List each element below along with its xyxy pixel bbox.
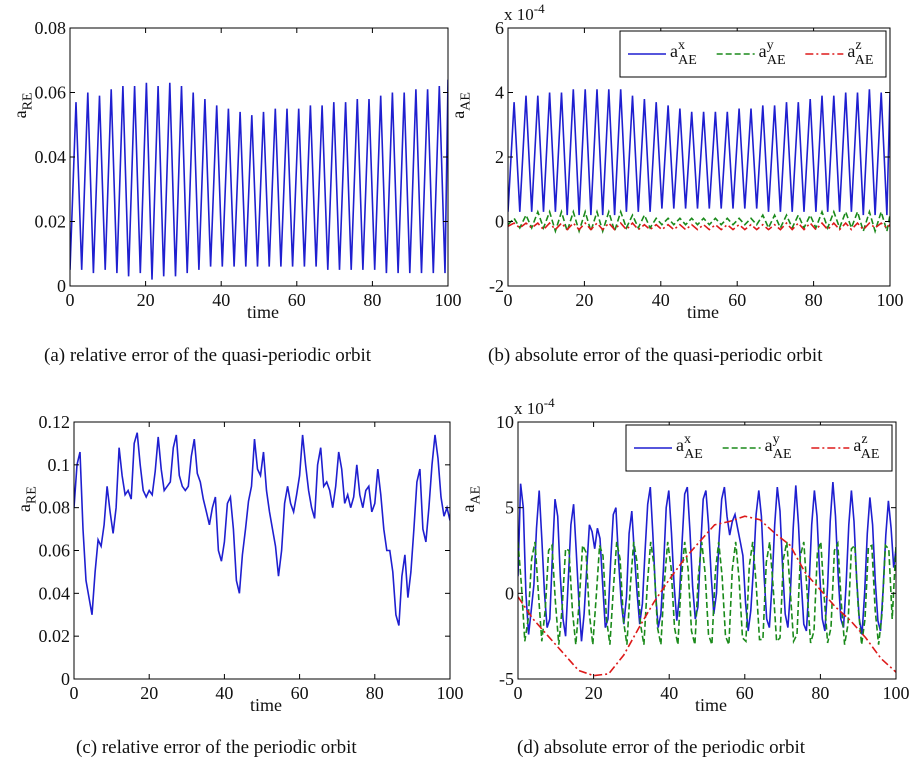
y-tick-label-b: 4: [495, 83, 504, 103]
x-axis-label-c: time: [250, 695, 282, 715]
x-tick-label-b: 100: [877, 290, 904, 310]
y-tick-label-c: 0.1: [48, 455, 71, 475]
x-axis-label-a: time: [247, 302, 279, 322]
y-tick-label-c: 0.08: [39, 498, 71, 518]
y-tick-label-c: 0.06: [39, 541, 71, 561]
x-tick-label-c: 40: [215, 683, 233, 703]
x-tick-label-a: 100: [435, 290, 462, 310]
y-tick-label-c: 0.04: [39, 583, 71, 603]
y-tick-label-d: -5: [499, 669, 514, 689]
y-tick-label-c: 0.02: [39, 626, 71, 646]
series-line-a-1: [70, 79, 448, 280]
x-tick-label-d: 100: [883, 683, 910, 703]
series-line-b-2: [508, 209, 890, 234]
caption-c: (c) relative error of the periodic orbit: [76, 737, 357, 758]
legend-label-d-1: ax AE: [676, 431, 703, 462]
legend-label-b-1: ax AE: [670, 37, 697, 68]
y-axis-label-text-c: aRE: [14, 486, 39, 512]
y-tick-label-b: 6: [495, 18, 504, 38]
caption-d: (d) absolute error of the periodic orbit: [517, 737, 806, 758]
caption-b: (b) absolute error of the quasi-periodic…: [488, 345, 823, 366]
y-axis-label-c: aRE: [14, 486, 39, 512]
legend-label-b-3: az AE: [847, 37, 873, 68]
series-line-c-1: [74, 432, 450, 626]
x-tick-label-b: 0: [504, 290, 513, 310]
x-tick-label-d: 60: [736, 683, 754, 703]
series-line-d-1: [518, 481, 896, 642]
y-tick-label-a: 0: [57, 276, 66, 296]
x-tick-label-b: 60: [728, 290, 746, 310]
exponent-label-b: x 10-4: [504, 1, 545, 24]
y-tick-label-d: 5: [505, 498, 514, 518]
y-axis-label-text-d: aAE: [458, 486, 483, 513]
exponent-label-d: x 10-4: [514, 395, 555, 418]
legend-label-d-2: ay AE: [765, 431, 792, 462]
x-tick-label-a: 0: [66, 290, 75, 310]
y-tick-label-c: 0: [61, 669, 70, 689]
y-tick-label-d: 0: [505, 583, 514, 603]
legend-label-d-3: az AE: [853, 431, 879, 462]
y-axis-label-text-a: aRE: [10, 92, 35, 118]
x-tick-label-a: 40: [212, 290, 230, 310]
y-tick-label-a: 0.02: [35, 212, 67, 232]
x-axis-label-b: time: [687, 302, 719, 322]
series-line-d-2: [518, 540, 896, 645]
y-axis-label-a: aRE: [10, 92, 35, 118]
caption-a: (a) relative error of the quasi-periodic…: [44, 345, 372, 366]
x-tick-label-a: 80: [363, 290, 381, 310]
x-tick-label-c: 80: [366, 683, 384, 703]
x-tick-label-c: 60: [291, 683, 309, 703]
x-tick-label-b: 40: [652, 290, 670, 310]
x-tick-label-a: 20: [137, 290, 155, 310]
x-tick-label-d: 0: [514, 683, 523, 703]
y-axis-label-text-b: aAE: [448, 92, 473, 119]
x-tick-label-c: 0: [70, 683, 79, 703]
axes-frame-d: [517, 421, 897, 680]
x-tick-label-a: 60: [288, 290, 306, 310]
panel-a-chart: 0 20 40 60 80 100 0 0.02 0.04 0.06 0.08 time aRE: [10, 18, 462, 322]
legend-label-b-2: ay AE: [759, 37, 786, 68]
x-axis-label-d: time: [695, 695, 727, 715]
x-tick-label-c: 100: [437, 683, 464, 703]
x-tick-label-d: 80: [811, 683, 829, 703]
x-tick-label-d: 40: [660, 683, 678, 703]
y-tick-label-a: 0.08: [35, 18, 67, 38]
y-tick-label-d: 10: [496, 412, 514, 432]
x-tick-label-b: 80: [805, 290, 823, 310]
y-axis-label-d: aAE: [458, 486, 483, 513]
series-line-b-3: [508, 221, 890, 231]
y-tick-label-c: 0.12: [39, 412, 71, 432]
series-line-b-1: [508, 89, 890, 216]
panel-c-chart: 0 20 40 60 80 100 0 0.02 0.04 0.06 0.08 0.1 0.12 time…: [14, 412, 464, 715]
y-tick-label-b: 2: [495, 147, 504, 167]
series-line-d-3: [518, 515, 896, 677]
y-tick-label-a: 0.04: [35, 147, 67, 167]
x-tick-label-c: 20: [140, 683, 158, 703]
y-tick-label-b: 0: [495, 212, 504, 232]
y-tick-label-a: 0.06: [35, 83, 67, 103]
x-tick-label-d: 20: [585, 683, 603, 703]
y-axis-label-b: aAE: [448, 92, 473, 119]
x-tick-label-b: 20: [575, 290, 593, 310]
y-tick-label-b: -2: [489, 276, 504, 296]
